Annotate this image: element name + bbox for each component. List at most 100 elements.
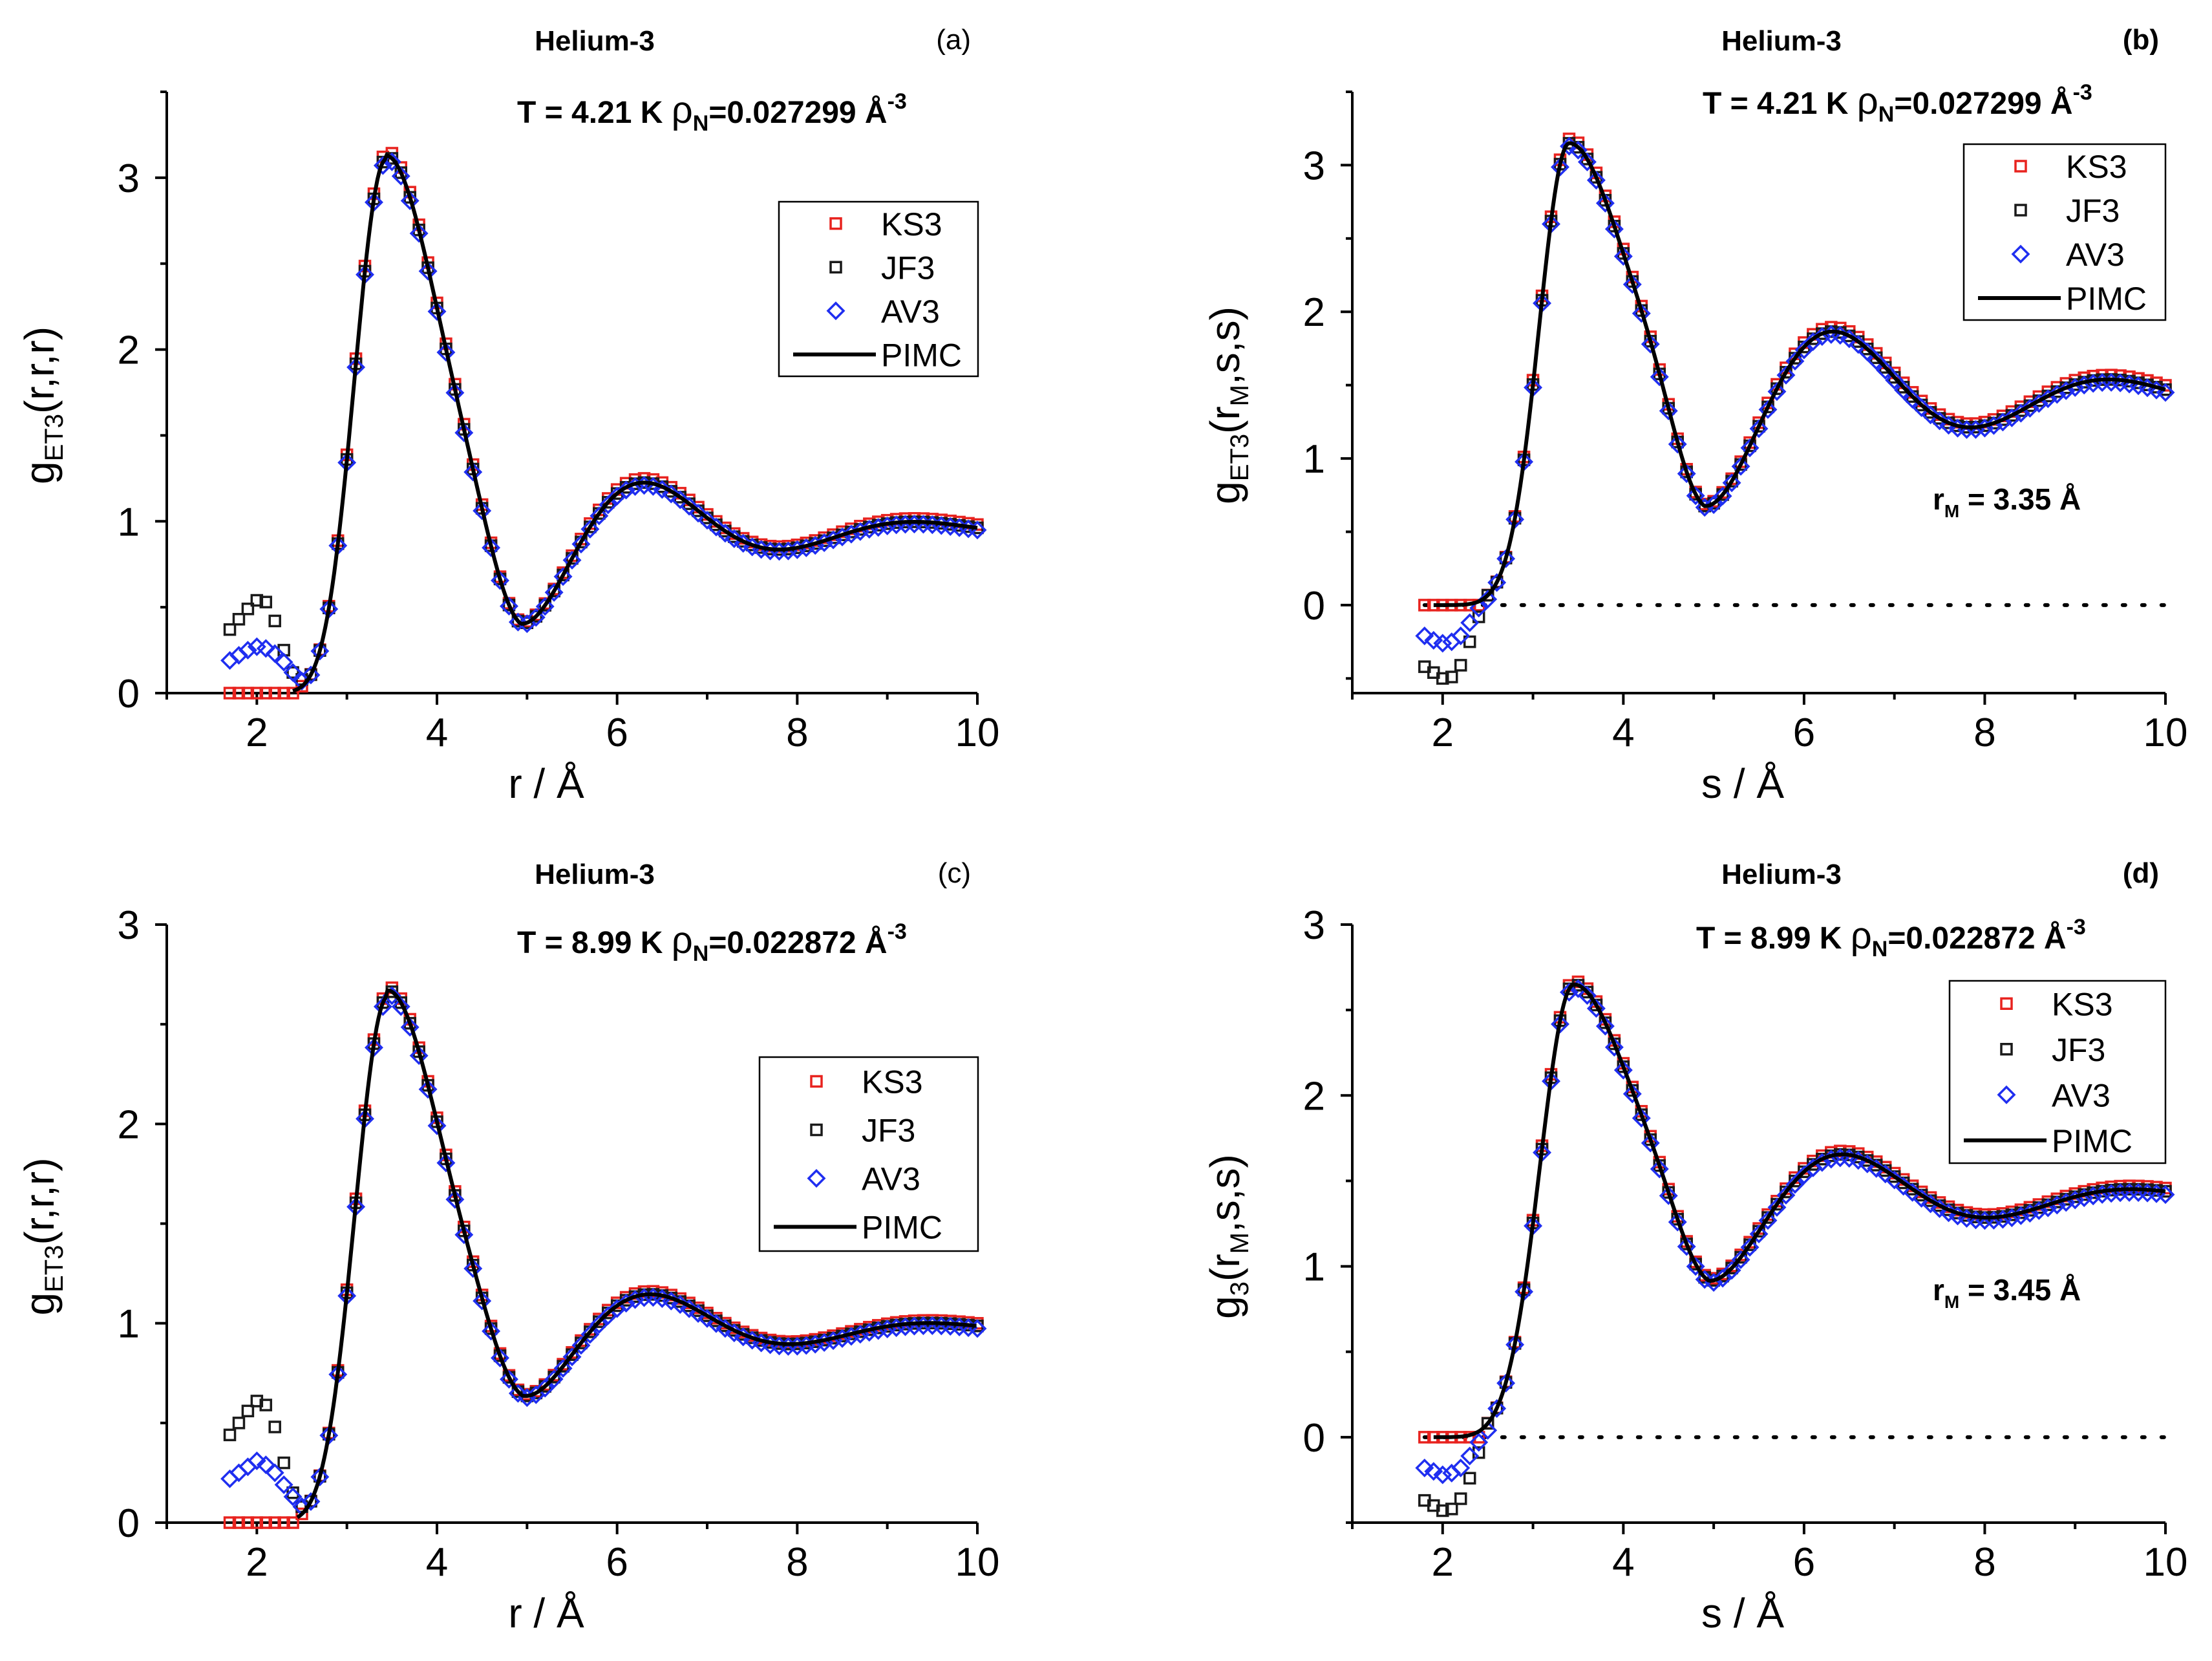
data-point-av3 bbox=[373, 156, 392, 175]
legend-entry-pimc: PIMC bbox=[1978, 281, 2147, 317]
data-point-av3 bbox=[418, 261, 438, 281]
data-point-av3 bbox=[1469, 598, 1489, 617]
data-point-av3 bbox=[526, 608, 546, 627]
condition-rho-sub: N bbox=[1872, 937, 1888, 961]
panel-label: (b) bbox=[2123, 24, 2159, 56]
data-point-av3 bbox=[1767, 1197, 1787, 1217]
x-tick-label: 10 bbox=[955, 1540, 1000, 1585]
y-axis-label: gET3(r,r,r) bbox=[16, 327, 69, 484]
condition-density-exponent: -3 bbox=[2073, 80, 2092, 105]
data-point-av3 bbox=[1704, 495, 1723, 515]
data-point-av3 bbox=[454, 1225, 474, 1245]
condition-text: T = 4.21 K ρN=0.027299 Å-3 bbox=[1703, 80, 2092, 127]
legend-entry-jf3: JF3 bbox=[810, 1113, 915, 1149]
y-axis-label: gET3(r,r,r) bbox=[16, 1157, 69, 1315]
data-point-jf3 bbox=[250, 594, 264, 607]
data-point-av3 bbox=[391, 166, 410, 186]
condition-rho-symbol: ρ bbox=[672, 919, 693, 961]
panel-label: (d) bbox=[2123, 857, 2159, 889]
data-point-av3 bbox=[1912, 398, 1931, 418]
legend: KS3 JF3 AV3 PIMC bbox=[1962, 143, 2167, 321]
x-tick-label: 2 bbox=[246, 1540, 268, 1585]
data-point-av3 bbox=[1632, 1108, 1651, 1128]
data-point-av3 bbox=[544, 583, 564, 602]
data-point-av3 bbox=[1568, 140, 1588, 160]
data-point-jf3 bbox=[232, 612, 246, 626]
data-point-av3 bbox=[1677, 464, 1696, 484]
data-point-ks3 bbox=[232, 687, 246, 700]
condition-density: =0.022872 Å bbox=[1888, 921, 2066, 956]
data-point-av3 bbox=[427, 1116, 447, 1135]
data-point-jf3 bbox=[250, 1395, 264, 1408]
data-point-jf3 bbox=[1436, 1504, 1449, 1517]
panel-a: Helium-3 (a) T = 4.21 K ρN=0.027299 Å-3 2 4 6… bbox=[16, 24, 999, 807]
data-point-jf3 bbox=[259, 1398, 273, 1411]
y-tick-label: 0 bbox=[1303, 584, 1325, 628]
data-point-av3 bbox=[1641, 1133, 1660, 1153]
data-point-av3 bbox=[716, 524, 735, 543]
y-tick-label: 0 bbox=[1303, 1416, 1325, 1461]
data-point-av3 bbox=[491, 571, 510, 590]
condition-rho-symbol: ρ bbox=[1851, 915, 1872, 957]
data-point-av3 bbox=[617, 1294, 636, 1313]
data-point-av3 bbox=[229, 1463, 248, 1483]
x-tick-label: 6 bbox=[1793, 1540, 1815, 1585]
data-point-av3 bbox=[1433, 1465, 1452, 1484]
legend-entry-av3: AV3 bbox=[1997, 1077, 2111, 1113]
series-pimc-line bbox=[1433, 141, 2166, 607]
data-point-av3 bbox=[1641, 334, 1660, 354]
data-point-av3 bbox=[1650, 1159, 1669, 1179]
data-point-av3 bbox=[1586, 999, 1606, 1018]
data-point-av3 bbox=[1604, 219, 1624, 239]
x-axis-label: r / Å bbox=[508, 1590, 584, 1636]
data-point-av3 bbox=[283, 663, 303, 682]
data-point-av3 bbox=[1776, 1186, 1796, 1205]
data-point-av3 bbox=[688, 1304, 708, 1323]
legend-marker-av3 bbox=[2011, 244, 2030, 264]
data-point-av3 bbox=[274, 1475, 293, 1494]
panel-label: (a) bbox=[936, 24, 971, 56]
y-tick-label: 2 bbox=[118, 1102, 140, 1147]
data-point-av3 bbox=[725, 529, 744, 548]
y-tick-label: 2 bbox=[118, 328, 140, 373]
data-point-av3 bbox=[1749, 1225, 1769, 1244]
condition-density-exponent: -3 bbox=[2067, 915, 2086, 939]
x-tick-label: 4 bbox=[1612, 711, 1634, 755]
legend-label: AV3 bbox=[881, 294, 940, 330]
data-point-av3 bbox=[1912, 1188, 1931, 1208]
legend-entry-jf3: JF3 bbox=[829, 250, 935, 286]
x-tick-label: 8 bbox=[786, 711, 808, 755]
data-point-av3 bbox=[1451, 627, 1471, 646]
condition-rho-symbol: ρ bbox=[672, 89, 693, 131]
data-point-av3 bbox=[1921, 405, 1941, 425]
data-point-ks3 bbox=[286, 687, 299, 700]
data-point-av3 bbox=[1858, 342, 1877, 361]
panel-label: (c) bbox=[938, 857, 971, 889]
data-point-av3 bbox=[1686, 486, 1705, 506]
y-tick-label: 3 bbox=[118, 156, 140, 201]
data-point-av3 bbox=[1469, 1433, 1489, 1452]
data-point-av3 bbox=[1668, 1212, 1687, 1232]
data-point-av3 bbox=[1551, 157, 1569, 177]
data-point-av3 bbox=[1415, 627, 1434, 646]
data-point-av3 bbox=[1668, 434, 1687, 454]
data-point-av3 bbox=[544, 1369, 564, 1389]
rm-annotation: rM = 3.35 Å bbox=[1933, 482, 2081, 521]
legend-marker-jf3 bbox=[810, 1123, 823, 1137]
data-point-jf3 bbox=[1490, 1402, 1504, 1415]
data-point-av3 bbox=[1993, 413, 2012, 432]
data-point-av3 bbox=[1460, 613, 1480, 632]
data-point-jf3 bbox=[286, 666, 299, 679]
data-point-av3 bbox=[238, 1457, 257, 1477]
data-point-av3 bbox=[1586, 171, 1606, 190]
x-tick-label: 8 bbox=[786, 1540, 808, 1585]
x-tick-label: 10 bbox=[955, 711, 1000, 755]
data-point-av3 bbox=[373, 997, 392, 1016]
data-point-av3 bbox=[553, 567, 573, 586]
legend-entry-jf3: JF3 bbox=[2014, 193, 2120, 229]
data-point-av3 bbox=[734, 1327, 753, 1347]
data-point-av3 bbox=[1867, 351, 1886, 370]
data-point-jf3 bbox=[1481, 1417, 1494, 1430]
data-point-av3 bbox=[1876, 1164, 1895, 1184]
